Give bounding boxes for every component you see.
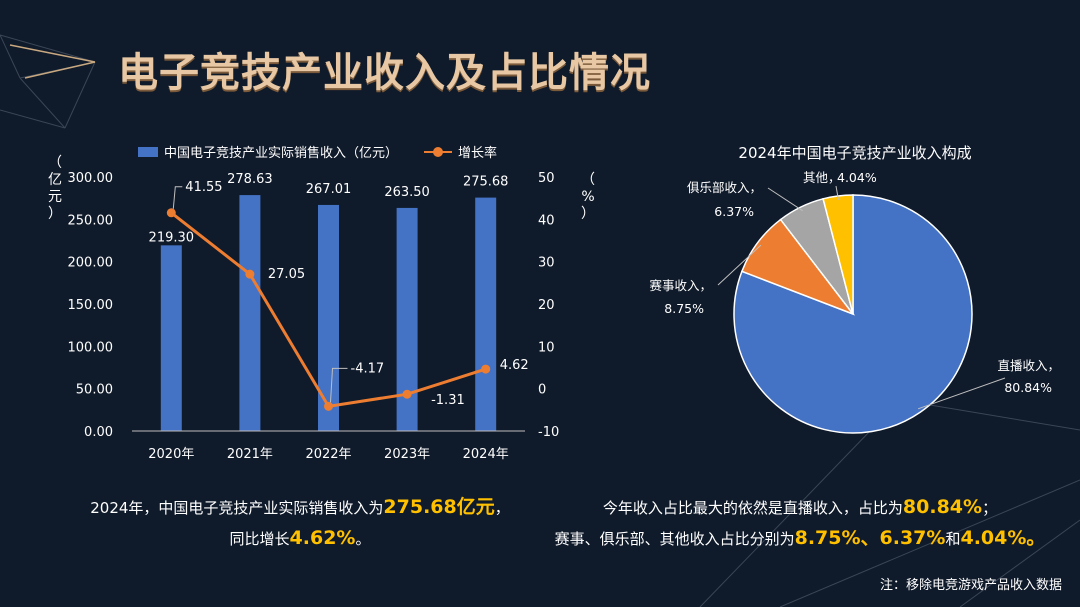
pie-slice (733, 194, 973, 434)
x-axis-tick: 2024年 (463, 447, 509, 462)
line-label-leader (330, 367, 348, 403)
line-label-leader (172, 186, 183, 209)
line-data-label: -4.17 (351, 361, 385, 376)
chart-legend: 中国电子竞技产业实际销售收入（亿元） 增长率 (138, 142, 497, 161)
summary-highlight: 4.62% (289, 527, 356, 549)
x-axis-tick: 2023年 (384, 447, 430, 462)
bar-data-label: 267.01 (306, 182, 352, 197)
summary-highlight: 80.84% (902, 496, 983, 518)
right-axis-tick: 10 (538, 340, 555, 355)
page-title: 电子竞技产业收入及占比情况 (118, 50, 651, 96)
pie-slice-value: 8.75% (664, 301, 704, 316)
bar (160, 245, 182, 431)
summary-text: 。 (355, 530, 371, 548)
bar (318, 204, 339, 431)
pie-slice-value: 4.04% (837, 170, 877, 185)
line-point (481, 364, 491, 374)
left-axis-tick: 100.00 (68, 340, 114, 355)
summary-left: 2024年，中国电子竞技产业实际销售收入为275.68亿元， 同比增长4.62%… (60, 492, 540, 554)
right-axis-tick: 30 (538, 256, 555, 271)
bar-data-label: 219.30 (149, 230, 195, 245)
legend-bar-swatch (138, 146, 158, 157)
left-axis-tick: 50.00 (76, 383, 113, 398)
pie-leader-line (767, 187, 803, 212)
x-axis-tick: 2022年 (305, 447, 351, 462)
x-axis-tick: 2020年 (148, 447, 194, 462)
summary-text: 赛事、俱乐部、其他收入占比分别为 (554, 530, 795, 548)
line-data-label: 4.62 (500, 358, 529, 373)
summary-text: ， (494, 499, 510, 517)
pie-slice-name: 直播收入， (997, 358, 1060, 373)
right-axis-label-part: ） (581, 206, 595, 222)
line-data-label: -1.31 (431, 393, 465, 408)
right-axis-label-part: % (581, 189, 595, 205)
pie-leader-line (917, 377, 1006, 410)
right-axis-tick: 40 (538, 213, 555, 228)
summary-left-line2: 同比增长4.62%。 (60, 523, 540, 554)
summary-highlight: 275.68亿元 (383, 496, 495, 518)
legend-line-label: 增长率 (458, 146, 498, 161)
legend-line-swatch (424, 146, 453, 158)
left-axis-label-part: 亿 (48, 172, 62, 188)
left-axis-tick: 250.00 (68, 213, 114, 228)
summary-text: ； (982, 499, 998, 517)
right-axis-label: （ % ） (578, 172, 598, 223)
x-axis-tick: 2021年 (227, 447, 273, 462)
line-data-label: 27.05 (268, 267, 305, 282)
left-axis-tick: 0.00 (84, 425, 113, 440)
right-axis-tick: 0 (538, 383, 546, 398)
bar-data-label: 275.68 (463, 175, 509, 190)
legend-bar-label: 中国电子竞技产业实际销售收入（亿元） (164, 146, 399, 161)
right-axis-tick: -10 (538, 425, 559, 440)
summary-highlight: 8.75%、6.37% (794, 527, 946, 549)
line-point (324, 401, 333, 411)
bar (239, 195, 261, 431)
bar (475, 197, 497, 431)
left-axis-label: （ 亿 元 ） (45, 155, 65, 223)
bar-data-label: 263.50 (384, 185, 430, 200)
bar-data-label: 278.63 (227, 172, 273, 187)
summary-right-line1: 今年收入占比最大的依然是直播收入，占比为80.84%； (540, 492, 1060, 523)
line-data-label: 41.55 (185, 180, 222, 195)
pie-slice-name: 其他， (803, 170, 841, 185)
line-point (166, 208, 176, 218)
pie-title: 2024年中国电子竞技产业收入构成 (738, 144, 972, 162)
summary-text: 今年收入占比最大的依然是直播收入，占比为 (602, 499, 903, 517)
pie-leader-line (835, 185, 839, 201)
line-point (245, 269, 255, 279)
right-axis-label-part: （ (581, 172, 595, 188)
line-point (402, 389, 412, 399)
summary-left-line1: 2024年，中国电子竞技产业实际销售收入为275.68亿元， (60, 492, 540, 523)
summary-right: 今年收入占比最大的依然是直播收入，占比为80.84%； 赛事、俱乐部、其他收入占… (540, 492, 1060, 554)
left-axis-tick: 300.00 (68, 171, 114, 186)
left-axis-tick: 150.00 (68, 298, 114, 313)
pie-slice-value: 6.37% (714, 204, 754, 219)
right-axis-tick: 20 (538, 298, 555, 313)
footnote: 注：移除电竞游戏产品收入数据 (879, 578, 1062, 593)
summary-highlight: 4.04%。 (960, 527, 1046, 549)
summary-text: 和 (945, 530, 961, 548)
pie-leader-line (717, 244, 762, 286)
right-axis-tick: 50 (538, 171, 555, 186)
left-axis-tick: 200.00 (68, 256, 114, 271)
left-axis-label-part: （ (48, 155, 62, 171)
pie-slice-value: 80.84% (1004, 380, 1052, 395)
summary-text: 同比增长 (229, 530, 290, 548)
pie-slice-name: 赛事收入， (649, 278, 712, 293)
pie-slice-name: 俱乐部收入， (687, 180, 762, 195)
summary-text: 2024年，中国电子竞技产业实际销售收入为 (90, 499, 384, 517)
bar (396, 207, 418, 431)
left-axis-label-part: 元 (48, 189, 62, 205)
summary-right-line2: 赛事、俱乐部、其他收入占比分别为8.75%、6.37%和4.04%。 (540, 523, 1060, 554)
left-axis-label-part: ） (48, 206, 62, 222)
